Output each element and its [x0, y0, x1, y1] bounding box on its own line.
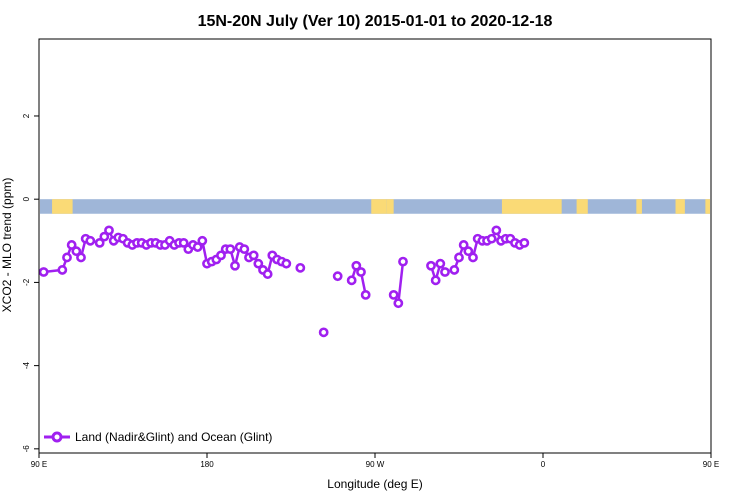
data-point [318, 327, 329, 338]
data-point [468, 252, 478, 263]
data-point [295, 262, 306, 273]
x-tick-label: 0 [541, 460, 546, 469]
data-point [216, 250, 226, 261]
x-tick-label: 90 E [703, 460, 719, 469]
data-point [178, 237, 189, 248]
y-axis-label: XCO2 - MLO trend (ppm) [0, 178, 14, 313]
x-tick-label: 180 [200, 460, 214, 469]
land-patch [636, 199, 642, 214]
y-tick-label: -2 [22, 278, 31, 286]
x-axis-label: Longitude (deg E) [327, 477, 422, 491]
data-point [225, 244, 236, 255]
land-ocean-strip [40, 199, 710, 214]
x-tick-label: 90 E [31, 460, 47, 469]
data-point [192, 242, 203, 252]
data-point [435, 258, 446, 269]
y-tick-label: -4 [22, 362, 31, 370]
data-point [104, 225, 114, 236]
data-point [449, 265, 460, 275]
data-point [99, 231, 110, 242]
y-tick-label: -6 [22, 445, 31, 453]
data-point [332, 271, 343, 282]
data-point [71, 246, 82, 257]
data-point [253, 258, 264, 269]
legend: Land (Nadir&Glint) and Ocean (Glint) [44, 430, 272, 444]
land-patch [576, 199, 588, 214]
series-layer [38, 225, 530, 338]
legend-label: Land (Nadir&Glint) and Ocean (Glint) [75, 430, 272, 444]
data-point [239, 244, 250, 255]
data-point [94, 237, 105, 248]
data-point [281, 258, 292, 269]
legend-marker-swatch [51, 431, 63, 443]
data-point [486, 233, 497, 244]
data-point [440, 267, 450, 277]
data-point [197, 235, 208, 246]
data-point [66, 240, 77, 250]
land-patch [705, 199, 710, 214]
land-patch [52, 199, 73, 214]
data-point [388, 289, 399, 300]
land-patch [675, 199, 685, 214]
data-point [393, 298, 404, 309]
data-point [430, 275, 441, 286]
data-point [458, 240, 469, 250]
data-point [38, 267, 49, 277]
data-point [346, 275, 357, 286]
data-point [76, 252, 86, 263]
data-point [62, 252, 72, 263]
data-point [230, 260, 240, 271]
data-point [85, 235, 96, 246]
x-tick-label: 90 W [366, 460, 385, 469]
chart-title: 15N-20N July (Ver 10) 2015-01-01 to 2020… [198, 13, 553, 30]
land-patch [371, 199, 387, 214]
data-point [360, 289, 371, 300]
land-patch [386, 199, 394, 214]
data-point [351, 260, 362, 271]
data-point [248, 250, 259, 261]
data-point [398, 256, 408, 267]
data-point [491, 225, 502, 236]
data-point [356, 267, 366, 277]
y-tick-label: 2 [22, 113, 31, 118]
land-patch [501, 199, 562, 214]
data-point [426, 260, 436, 271]
x-axis: 90 E 180 90 W 0 90 E [31, 453, 719, 469]
data-point [463, 246, 474, 257]
y-axis: 2 0 -2 -4 -6 [22, 113, 39, 452]
data-point [454, 252, 464, 263]
data-point [262, 269, 273, 279]
y-tick-label: 0 [22, 196, 31, 201]
data-point [57, 265, 68, 275]
data-point [519, 237, 530, 248]
